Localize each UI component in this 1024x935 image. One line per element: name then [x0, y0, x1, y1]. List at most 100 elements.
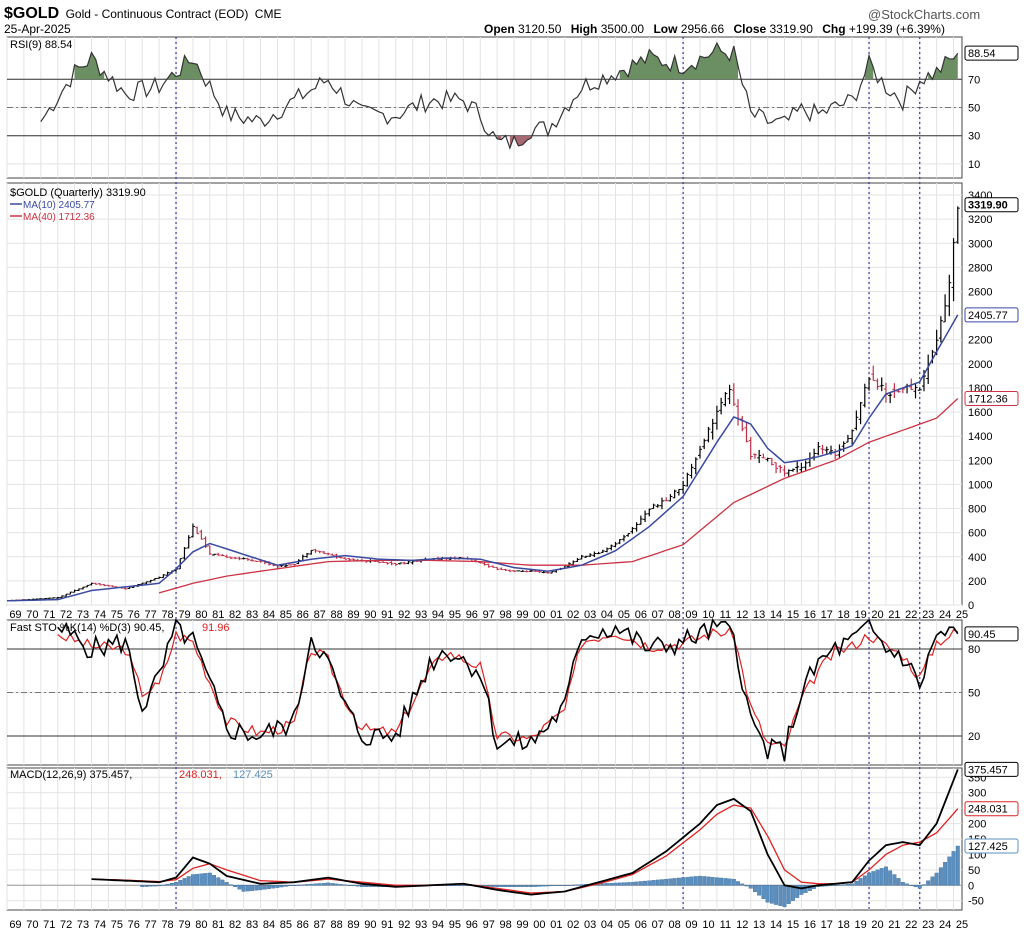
macd-histogram-bar: [461, 885, 466, 886]
macd-histogram-bar: [858, 878, 863, 886]
x-axis-label-middle: 89: [347, 609, 359, 621]
x-axis-label-middle: 79: [178, 609, 190, 621]
x-axis-label-bottom: 90: [364, 919, 376, 931]
macd-histogram-bar: [554, 885, 559, 886]
x-axis-label-middle: 11: [720, 609, 731, 621]
x-axis-label-bottom: 98: [500, 919, 512, 931]
macd-histogram-bar: [486, 885, 491, 887]
macd-histogram-bar: [562, 885, 567, 886]
x-axis-label-middle: 23: [922, 609, 934, 621]
macd-histogram-bar: [169, 882, 174, 886]
macd-histogram-bar: [837, 884, 842, 886]
close-value-tag-box: [964, 197, 1019, 213]
macd-histogram-bar: [850, 883, 855, 886]
ma40-legend: MA(40) 1712.36: [23, 212, 95, 223]
x-axis-label-middle: 88: [330, 609, 342, 621]
x-axis-label-middle: 12: [736, 609, 748, 621]
macd-histogram-bar: [174, 882, 178, 886]
x-axis-label-bottom: 06: [635, 919, 647, 931]
sto-d-legend: 91.96: [202, 622, 230, 634]
x-axis-label-middle: 00: [533, 609, 545, 621]
x-axis-label-bottom: 22: [905, 919, 917, 931]
macd-histogram-bar: [283, 885, 288, 887]
x-axis-label-middle: 10: [702, 609, 714, 621]
rsi-tick-label: 30: [968, 131, 980, 143]
macd-histogram-bar: [706, 876, 711, 886]
price-tick-label: 0: [968, 600, 974, 612]
macd-histogram-bar: [448, 885, 453, 886]
x-axis-label-middle: 09: [685, 609, 697, 621]
x-axis-label-middle: 02: [567, 609, 579, 621]
macd-histogram-bar: [795, 885, 800, 898]
x-axis-label-middle: 17: [821, 609, 833, 621]
macd-histogram-bar: [803, 885, 808, 893]
x-axis-label-middle: 69: [9, 609, 21, 621]
rsi-tick-label: 50: [968, 103, 980, 115]
quote-value-close: 3319.90: [766, 22, 817, 36]
x-axis-label-bottom: 01: [550, 919, 562, 931]
macd-histogram-bar: [943, 862, 948, 886]
macd-histogram-bar: [744, 885, 749, 887]
x-axis-label-bottom: 15: [787, 919, 799, 931]
macd-histogram-bar: [892, 874, 897, 886]
macd-histogram-bar: [216, 877, 221, 886]
rsi-legend: RSI(9) 88.54: [10, 39, 72, 51]
macd-histogram-bar: [330, 883, 335, 886]
macd-histogram-bar: [305, 884, 309, 886]
macd-histogram-bar: [579, 884, 584, 886]
macd-histogram-bar: [922, 884, 926, 886]
x-axis-label-bottom: 18: [838, 919, 850, 931]
x-axis-label-middle: 85: [280, 609, 292, 621]
macd-histogram-bar: [524, 885, 529, 887]
macd-histogram-bar: [152, 885, 157, 887]
macd-histogram-bar: [896, 878, 901, 886]
macd-histogram-bar: [275, 885, 280, 888]
x-axis-label-bottom: 12: [736, 919, 748, 931]
x-axis-label-middle: 16: [804, 609, 816, 621]
macd-value-tag: 375.457: [968, 764, 1008, 776]
ma10-line: [6, 314, 959, 602]
exchange-label: CME: [254, 7, 282, 21]
signal-value-tag-box: [964, 801, 1019, 817]
rsi-value-tag-box: [964, 45, 1019, 61]
macd-histogram-bar: [664, 878, 669, 886]
x-axis-label-middle: 81: [212, 609, 224, 621]
macd-histogram-bar: [660, 879, 664, 886]
quote-value-low: 2956.66: [677, 22, 728, 36]
macd-histogram-bar: [207, 872, 212, 886]
macd-histogram-bar: [761, 885, 766, 899]
macd-histogram-bar: [609, 883, 614, 886]
x-axis-label-bottom: 00: [533, 919, 545, 931]
quote-value-high: 3500.00: [597, 22, 648, 36]
x-axis-label-middle: 25: [956, 609, 968, 621]
macd-histogram-bar: [769, 885, 774, 904]
x-axis-label-bottom: 72: [60, 919, 72, 931]
macd-histogram-bar: [190, 874, 195, 886]
macd-value-tag-box: [964, 761, 1019, 777]
macd-hist-legend: 127.425: [233, 769, 273, 781]
sto-tick-label: 50: [968, 688, 980, 700]
x-axis-label-bottom: 03: [584, 919, 596, 931]
sto-value-tag: 90.45: [968, 629, 996, 641]
macd-histogram-bar: [351, 885, 356, 886]
x-axis-label-middle: 82: [229, 609, 241, 621]
x-axis-label-bottom: 81: [212, 919, 224, 931]
x-axis-label-bottom: 76: [128, 919, 140, 931]
x-axis-label-bottom: 93: [415, 919, 427, 931]
price-tick-label: 1000: [968, 479, 992, 491]
macd-histogram-bar: [347, 885, 352, 886]
macd-histogram-bar: [752, 885, 757, 893]
macd-tick-label: 300: [968, 788, 986, 800]
x-axis-label-middle: 91: [381, 609, 393, 621]
x-axis-label-middle: 94: [432, 609, 444, 621]
x-axis-label-middle: 14: [770, 609, 782, 621]
x-axis-label-bottom: 79: [178, 919, 190, 931]
x-axis-label-bottom: 87: [314, 919, 326, 931]
macd-histogram-bar: [799, 885, 804, 895]
macd-histogram-bar: [685, 877, 690, 886]
close-value-tag: 3319.90: [968, 200, 1008, 212]
x-axis-label-middle: 78: [161, 609, 173, 621]
x-axis-label-middle: 96: [466, 609, 478, 621]
x-axis-label-middle: 84: [263, 609, 275, 621]
macd-histogram-bar: [567, 884, 571, 886]
